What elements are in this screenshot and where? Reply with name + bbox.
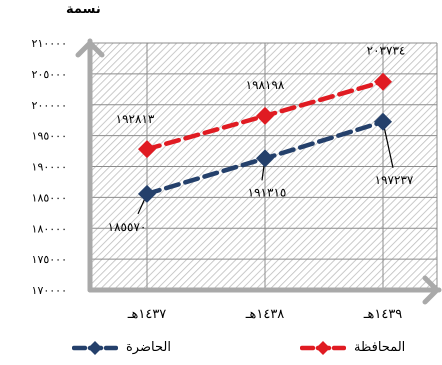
x-tick-labels: ١٤٣٧هـ ١٤٣٨هـ ١٤٣٩هـ (127, 307, 403, 322)
y-tick-label: ١٧٥٠٠٠ (32, 253, 67, 266)
legend-label: الحاضرة (126, 340, 171, 355)
y-tick-label: ١٨٠٠٠٠ (32, 222, 67, 235)
data-point-marker (138, 184, 156, 203)
x-axis-arrow (422, 275, 440, 305)
y-tick-labels: ١٧٠٠٠٠ ١٧٥٠٠٠ ١٨٠٠٠٠ ١٨٥٠٠٠ ١٩٠٠٠٠ ١٩٥٠٠٠ ٢٠٠٠… (32, 37, 67, 297)
legend-marker (316, 340, 330, 355)
data-point-marker (374, 112, 392, 131)
y-tick-label: ١٧٠٠٠٠ (32, 284, 67, 297)
x-tick-label: ١٤٣٩هـ (363, 307, 403, 322)
y-axis-unit-label: نسمة (66, 2, 101, 17)
legend: المحافظة الحاضرة (0, 340, 442, 362)
data-point-marker (374, 72, 392, 91)
legend-item-1: الحاضرة (72, 340, 171, 355)
series-group: ١٩٢٨١٣ ١٩٨١٩٨ ٢٠٣٧٣٤ ١٨٥٥٧٠ ١٩١٣١٥ ١٩٧٢٣٧ (108, 44, 414, 234)
y-tick-label: ١٨٥٠٠٠ (32, 191, 67, 204)
data-label-leader (382, 121, 394, 168)
data-label: ١٨٥٥٧٠ (108, 220, 147, 234)
y-tick-label: ٢٠٠٠٠٠ (32, 99, 67, 112)
y-tick-label: ٢٠٥٠٠٠ (32, 68, 67, 81)
y-tick-label: ١٩٥٠٠٠ (32, 130, 67, 143)
data-point-marker (138, 140, 156, 159)
data-label: ١٩٨١٩٨ (246, 78, 285, 92)
data-label: ١٩٧٢٣٧ (375, 173, 414, 187)
legend-label: المحافظة (354, 340, 406, 355)
y-axis-arrow (75, 40, 105, 58)
legend-swatch (72, 340, 118, 355)
data-point-marker (256, 149, 274, 168)
legend-swatch (300, 340, 346, 355)
axes (75, 38, 442, 305)
legend-marker (88, 340, 102, 355)
y-tick-label: ٢١٠٠٠٠ (32, 37, 67, 50)
x-tick-label: ١٤٣٨هـ (245, 307, 285, 322)
x-tick-label: ١٤٣٧هـ (127, 307, 167, 322)
data-label: ١٩١٣١٥ (248, 185, 287, 199)
data-label: ١٩٢٨١٣ (116, 112, 155, 126)
gridlines (90, 42, 438, 290)
data-label: ٢٠٣٧٣٤ (367, 44, 406, 58)
data-point-marker (256, 106, 274, 125)
y-tick-label: ١٩٠٠٠٠ (32, 161, 67, 174)
legend-item-0: المحافظة (300, 340, 405, 355)
